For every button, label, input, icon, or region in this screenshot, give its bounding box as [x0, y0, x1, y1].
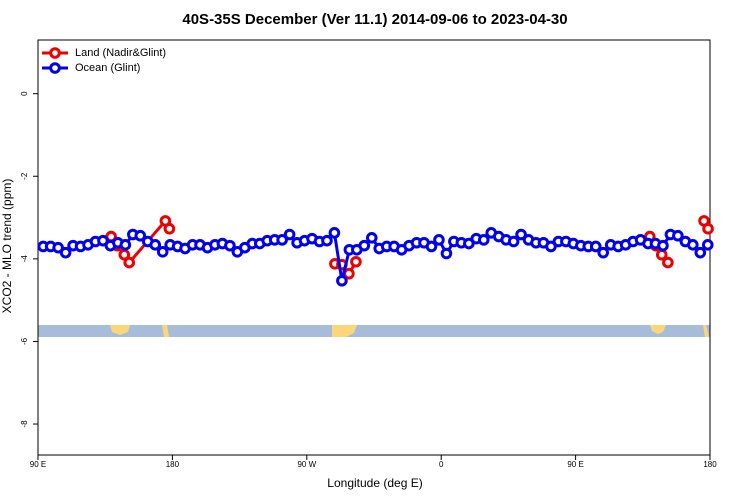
- data-point: [163, 222, 176, 235]
- data-point: [123, 256, 136, 269]
- data-point: [283, 228, 296, 241]
- data-point: [119, 239, 132, 251]
- data-point: [589, 240, 602, 253]
- data-point: [224, 239, 236, 252]
- data-point: [276, 234, 288, 246]
- data-point: [440, 247, 453, 260]
- x-tick-label: 90 E: [30, 460, 46, 469]
- y-tick-label: 0: [20, 91, 29, 96]
- data-point: [702, 222, 714, 235]
- data-point: [52, 241, 64, 254]
- data-point: [463, 237, 475, 250]
- legend-label: Land (Nadir&Glint): [75, 47, 166, 59]
- y-tick-label: -2: [20, 172, 29, 180]
- data-point: [662, 256, 674, 269]
- data-point: [328, 227, 341, 239]
- data-point: [149, 239, 162, 251]
- data-point: [134, 229, 147, 242]
- chart-title: 40S-35S December (Ver 11.1) 2014-09-06 t…: [182, 11, 567, 28]
- y-tick-label: -8: [20, 420, 29, 428]
- data-point: [358, 239, 371, 252]
- legend-label: Ocean (Glint): [75, 62, 140, 74]
- data-point: [425, 240, 438, 253]
- data-point: [350, 255, 362, 268]
- x-tick-label: 90 W: [297, 460, 316, 469]
- data-point: [321, 234, 333, 247]
- data-point: [97, 234, 109, 247]
- data-point: [507, 235, 520, 248]
- x-tick-label: 180: [166, 460, 180, 469]
- y-axis-label: XCO2 - MLO trend (ppm): [0, 179, 14, 314]
- data-point: [365, 231, 378, 244]
- data-point: [477, 234, 490, 246]
- data-point: [433, 234, 445, 246]
- data-point: [657, 239, 669, 252]
- data-point: [156, 246, 169, 258]
- x-tick-label: 90 E: [567, 460, 583, 469]
- data-point: [336, 274, 348, 287]
- data-point: [694, 246, 707, 259]
- legend-marker: [49, 62, 61, 74]
- x-axis-label: Longitude (deg E): [327, 476, 422, 490]
- y-tick-label: -4: [20, 255, 29, 263]
- legend-marker: [49, 47, 61, 59]
- x-tick-label: 0: [439, 460, 444, 469]
- data-point: [597, 246, 610, 259]
- y-tick-label: -6: [20, 337, 29, 345]
- data-point: [545, 240, 557, 253]
- data-point: [672, 229, 684, 242]
- data-point: [59, 246, 72, 259]
- data-point: [687, 239, 699, 251]
- data-point: [515, 228, 527, 241]
- land-mask-strip: [38, 325, 710, 337]
- data-point: [701, 239, 714, 251]
- x-tick-label: 180: [703, 460, 717, 469]
